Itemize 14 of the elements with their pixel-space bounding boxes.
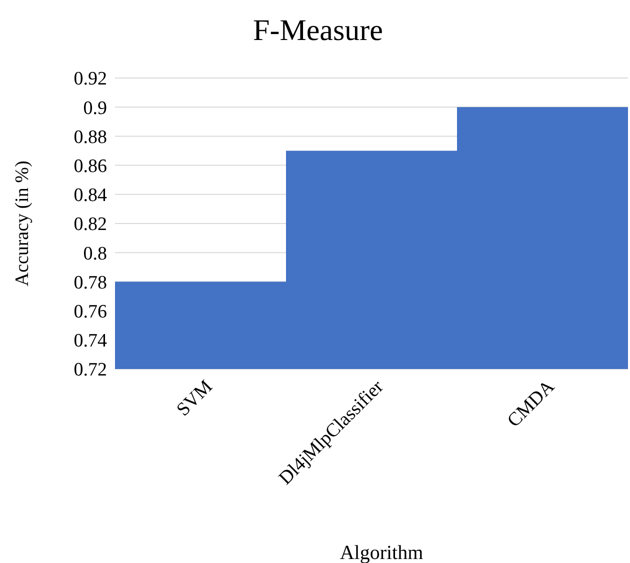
y-tick-label: 0.9 <box>83 98 107 119</box>
x-axis-title: Algorithm <box>340 542 424 563</box>
y-tick-label: 0.92 <box>74 68 107 90</box>
y-tick-label: 0.74 <box>74 330 108 352</box>
y-tick-label: 0.86 <box>74 156 107 177</box>
y-tick-label: 0.84 <box>74 185 108 206</box>
y-tick-label: 0.8 <box>83 243 107 264</box>
y-axis-title: Accuracy (in %) <box>12 160 33 286</box>
chart-title: F-Measure <box>253 14 383 47</box>
y-tick-label: 0.82 <box>74 214 107 236</box>
y-tick-label: 0.78 <box>74 272 107 294</box>
y-tick-label: 0.76 <box>74 301 107 322</box>
y-tick-label: 0.88 <box>74 126 107 148</box>
y-tick-label: 0.72 <box>74 360 107 381</box>
